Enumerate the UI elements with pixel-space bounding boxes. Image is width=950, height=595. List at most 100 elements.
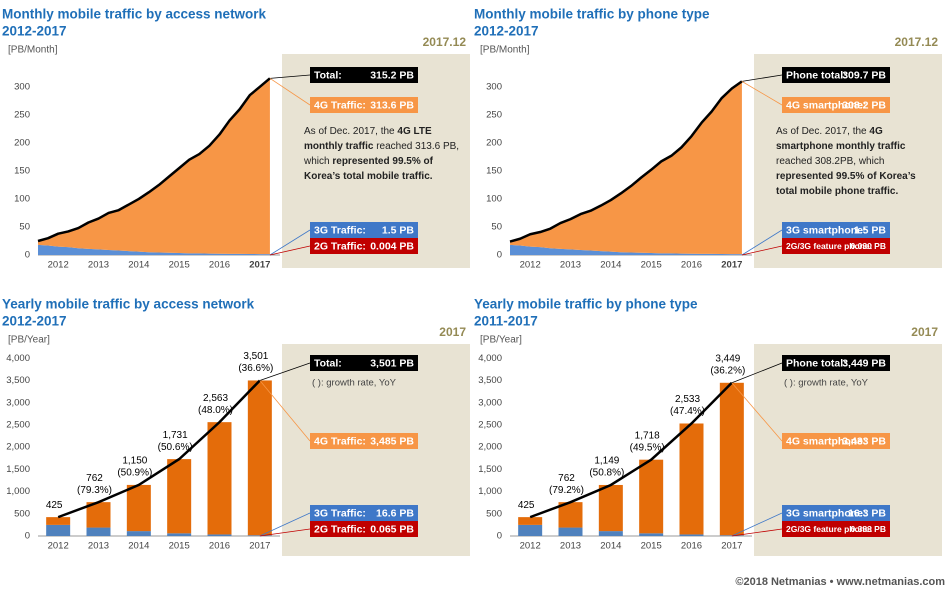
- note-text: 4G smartphone monthly traffic: [776, 126, 906, 152]
- total-line: [57, 379, 261, 519]
- callout-connector: [269, 245, 311, 256]
- note-text: 4G LTE monthly traffic: [304, 126, 432, 152]
- y-tick-label: 150: [486, 165, 502, 176]
- area: [510, 81, 742, 255]
- y-tick-label: 3,000: [6, 397, 30, 408]
- callout-value: 16.6 PB: [376, 507, 414, 519]
- y-tick-label: 2,000: [478, 442, 502, 453]
- y-tick-label: 0: [497, 531, 502, 542]
- callout-value: 0.030 PB: [851, 241, 886, 251]
- x-tick-label: 2013: [560, 541, 581, 552]
- y-tick-label: 0: [25, 250, 30, 261]
- callout-value: 16.3 PB: [848, 507, 886, 519]
- callout-box: [310, 355, 418, 371]
- callout-connector: [731, 512, 783, 537]
- bar: [639, 459, 664, 534]
- callout-label: 4G smartphone:: [786, 435, 867, 447]
- callout-box: [782, 521, 890, 537]
- callout-box: [310, 97, 418, 113]
- chart-title: Yearly mobile traffic by access network: [2, 297, 255, 312]
- callout-label: 3G Traffic:: [314, 224, 366, 236]
- callout-box: [310, 505, 418, 521]
- growth-label: (48.0%): [198, 405, 233, 416]
- note-text: reached 308.2PB, which: [776, 156, 885, 167]
- callout-value: 308.2 PB: [842, 99, 886, 111]
- callout-box: [310, 67, 418, 83]
- y-tick-label: 3,500: [478, 375, 502, 386]
- y-tick-label: 100: [486, 193, 502, 204]
- y-tick-label: 0: [497, 250, 502, 261]
- callout-connector: [731, 362, 783, 384]
- callout-label: Total:: [314, 357, 342, 369]
- bar: [126, 531, 151, 536]
- bar: [639, 533, 664, 536]
- callout-value: 313.6 PB: [370, 99, 414, 111]
- x-tick-label: 2012: [520, 541, 541, 552]
- growth-label: (79.3%): [77, 485, 112, 496]
- callout-label: 2G/3G feature phone:: [786, 524, 873, 534]
- callout-connector: [741, 81, 783, 106]
- footer: ©2018 Netmanias • www.netmanias.com: [735, 576, 945, 588]
- growth-label: (36.2%): [710, 365, 745, 376]
- x-tick-label: 2013: [88, 260, 109, 271]
- x-tick-label: 2015: [169, 541, 190, 552]
- bar: [126, 484, 151, 532]
- note: As of Dec. 2017, the 4G LTE monthly traf…: [304, 124, 464, 184]
- callout-box: [782, 97, 890, 113]
- y-axis-unit: [PB/Year]: [8, 335, 50, 346]
- callout-value: 1.5 PB: [382, 224, 415, 236]
- x-tick-label: 2013: [88, 541, 109, 552]
- callout-label: 3G smartphone:: [786, 224, 867, 236]
- callout-label: Phone total:: [786, 357, 847, 369]
- y-tick-label: 500: [14, 508, 30, 519]
- callout-value: 3,449 PB: [842, 357, 886, 369]
- bar: [46, 524, 71, 536]
- y-tick-label: 50: [491, 221, 502, 232]
- callout-label: 4G Traffic:: [314, 99, 366, 111]
- callout-label: 2G/3G feature phone:: [786, 241, 873, 251]
- callout-connector: [269, 78, 311, 106]
- date-label: 2017.12: [895, 35, 939, 49]
- callout-value: 3,501 PB: [370, 357, 414, 369]
- y-tick-label: 3,500: [6, 375, 30, 386]
- x-tick-label: 2017: [249, 541, 270, 552]
- callout-box: [310, 433, 418, 449]
- y-tick-label: 500: [486, 508, 502, 519]
- callout-connector: [731, 382, 783, 442]
- chart-title: Monthly mobile traffic by access network: [2, 7, 267, 22]
- bar: [167, 533, 192, 536]
- bar: [679, 534, 704, 536]
- x-tick-label: 2016: [209, 541, 230, 552]
- callout-label: 2G Traffic:: [314, 240, 366, 252]
- date-label: 2017: [911, 325, 938, 339]
- y-axis-unit: [PB/Month]: [480, 45, 530, 56]
- y-tick-label: 3,000: [478, 397, 502, 408]
- callout-connector: [259, 528, 311, 537]
- bar: [207, 534, 232, 536]
- x-tick-label: 2014: [128, 541, 149, 552]
- bar: [46, 517, 71, 525]
- x-tick-label: 2012: [520, 260, 541, 271]
- value-label: 762: [86, 473, 103, 484]
- callout-box: [782, 222, 890, 238]
- callout-label: 3G Traffic:: [314, 507, 366, 519]
- x-tick-label: 2013: [560, 260, 581, 271]
- value-label: 762: [558, 473, 575, 484]
- callout-box: [310, 521, 418, 537]
- note-text: represented 99.5% of Korea’s total mobil…: [304, 156, 433, 182]
- y-tick-label: 200: [486, 137, 502, 148]
- x-tick-label: 2012: [48, 260, 69, 271]
- x-tick-label: 2017: [249, 260, 270, 271]
- y-tick-label: 300: [486, 81, 502, 92]
- callout-label: Phone total:: [786, 69, 847, 81]
- x-tick-label: 2016: [681, 260, 702, 271]
- value-label: 425: [518, 500, 535, 511]
- growth-label: (79.2%): [549, 485, 584, 496]
- bar: [167, 459, 192, 534]
- callout-connector: [269, 229, 311, 256]
- growth-label: (50.9%): [117, 468, 152, 479]
- growth-label: (50.6%): [158, 442, 193, 453]
- callout-box: [782, 505, 890, 521]
- callout-value: 0.004 PB: [370, 240, 414, 252]
